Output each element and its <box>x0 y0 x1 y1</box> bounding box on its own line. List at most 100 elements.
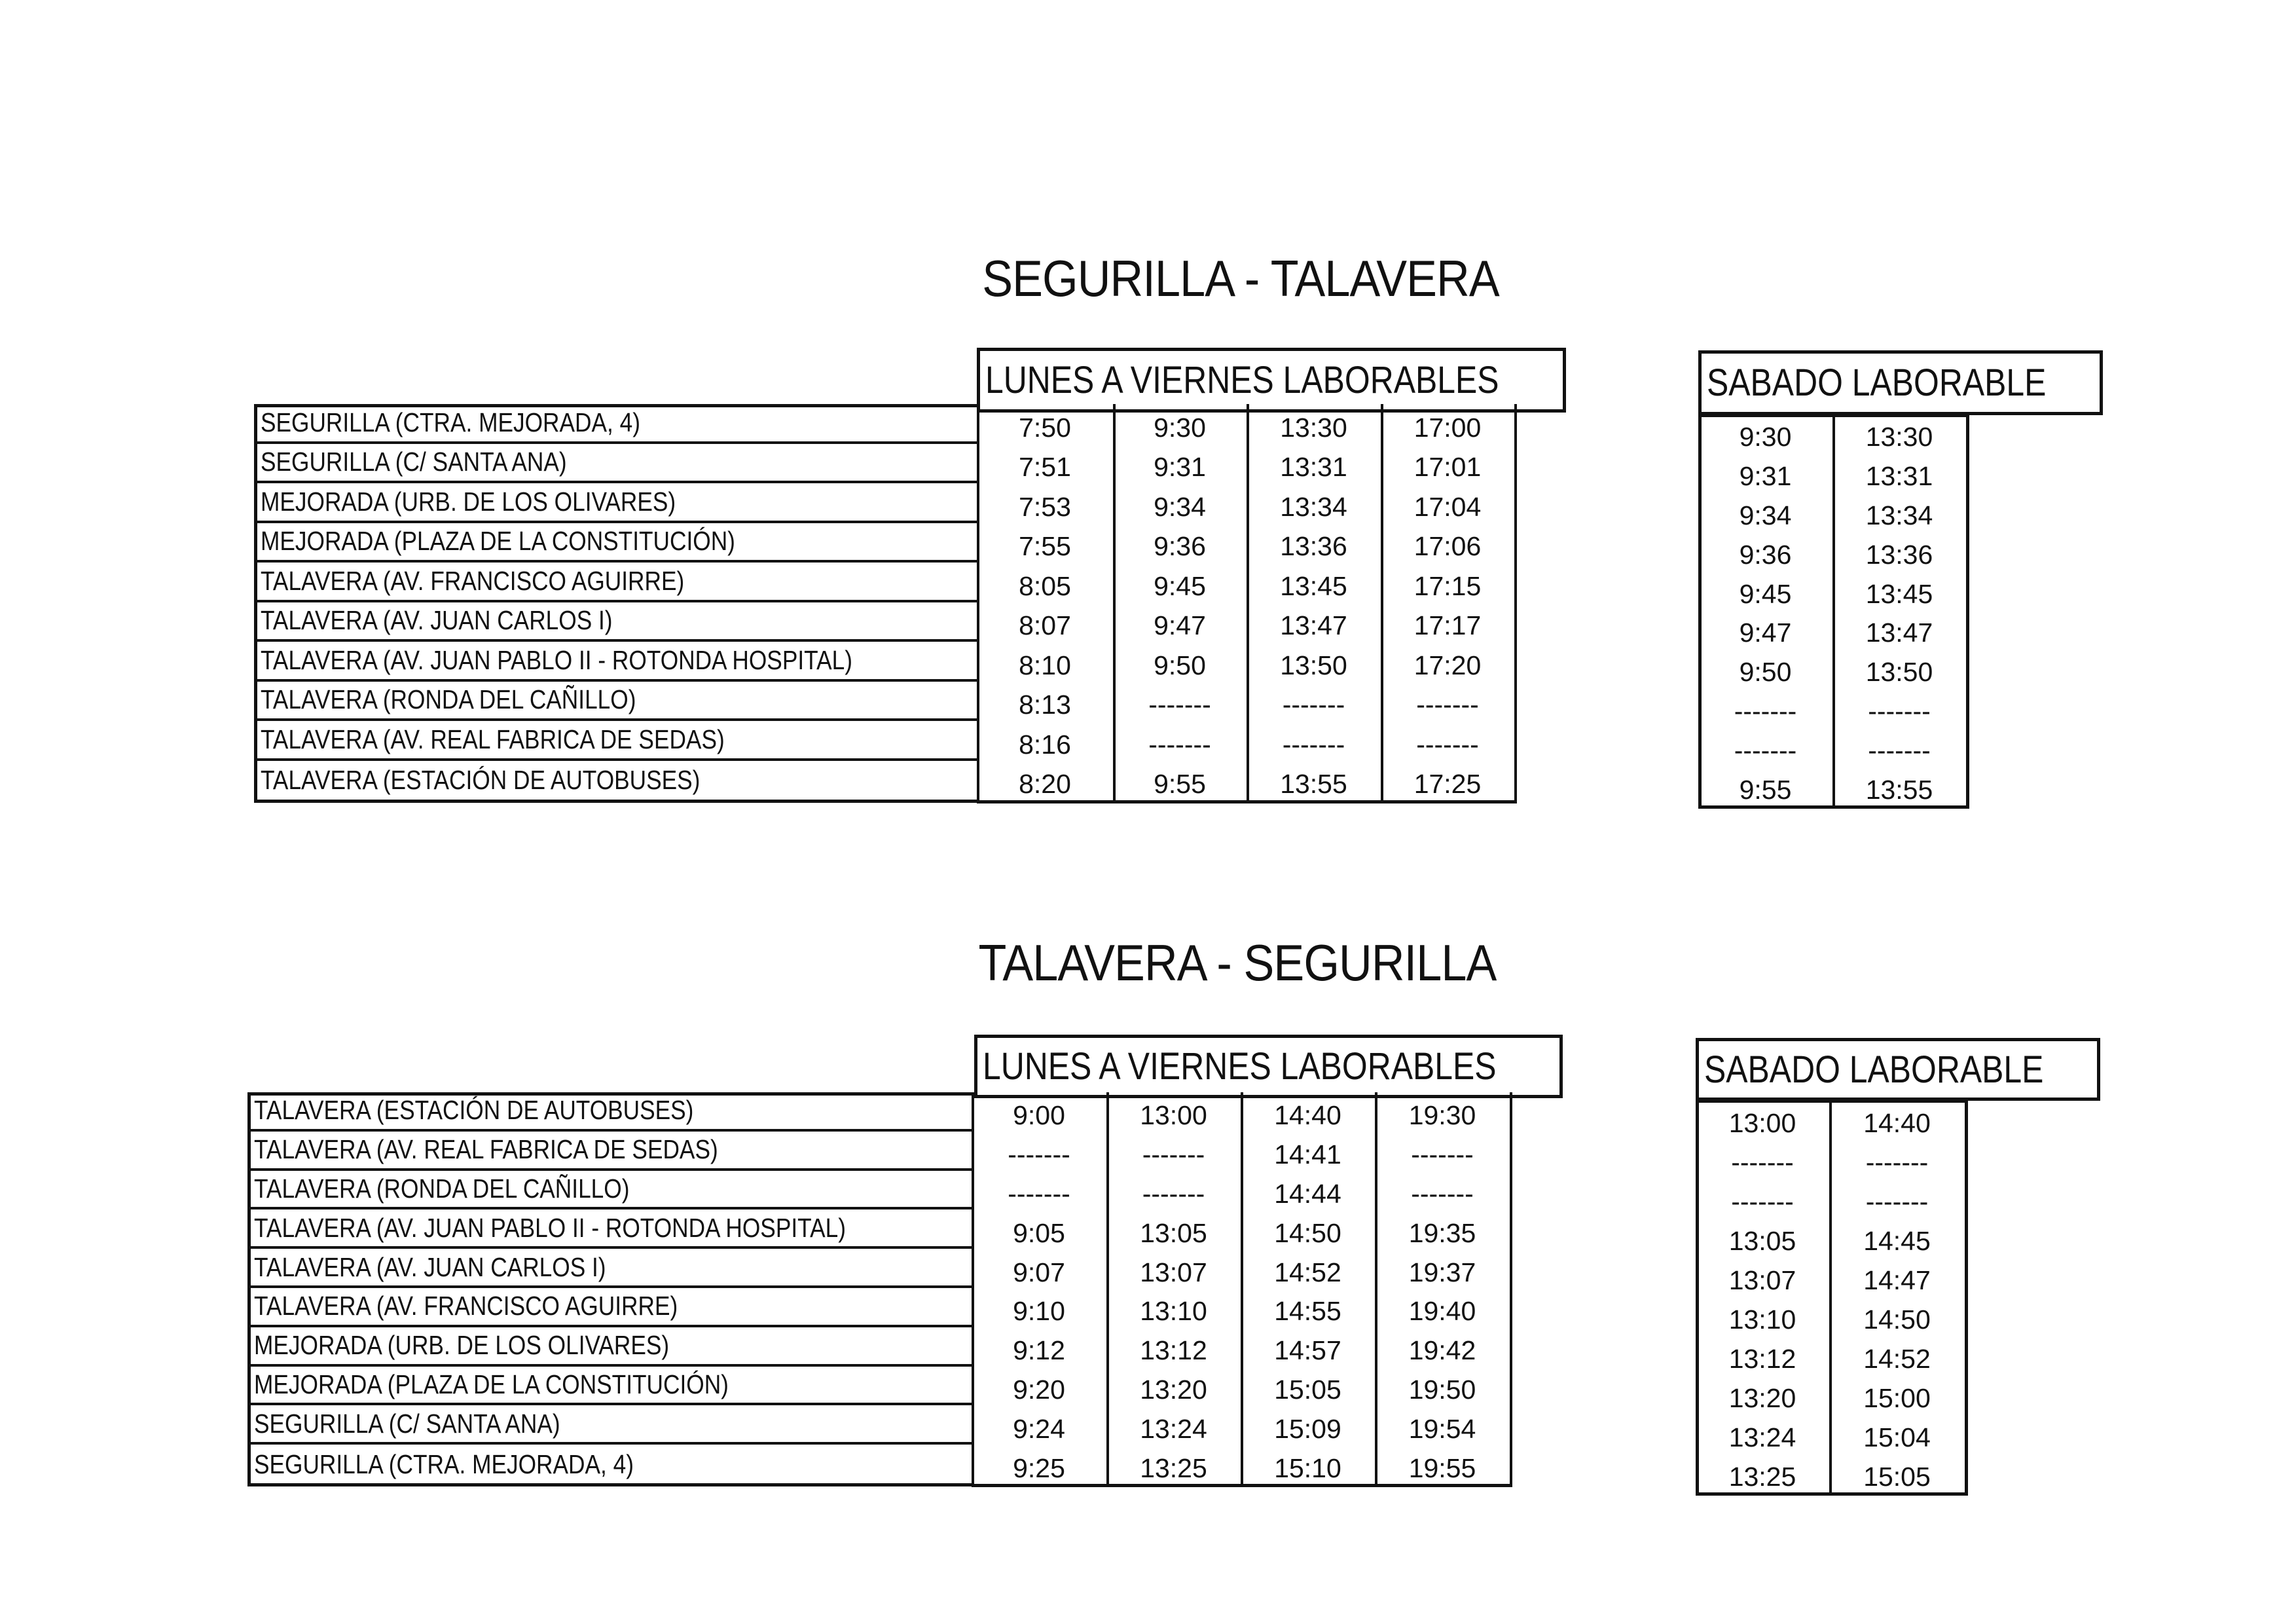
saturday-time: 9:50 <box>1698 653 1832 692</box>
saturday-time-text: 13:30 <box>1865 422 1933 452</box>
departure-time-text: 17:06 <box>1413 531 1482 562</box>
saturday-time: ------- <box>1698 731 1832 770</box>
departure-time-text: ------- <box>1142 1178 1205 1209</box>
departure-time: 13:55 <box>1247 765 1381 805</box>
departure-time-text: 9:05 <box>1013 1217 1065 1248</box>
stop-name: TALAVERA (ESTACIÓN DE AUTOBUSES) <box>250 1092 972 1132</box>
stop-name: TALAVERA (ESTACIÓN DE AUTOBUSES) <box>257 761 977 801</box>
departure-time-text: 8:16 <box>1019 729 1071 760</box>
departure-time-text: 13:36 <box>1280 531 1347 562</box>
departure-time: 9:25 <box>972 1449 1106 1488</box>
departure-time-text: 17:15 <box>1413 570 1482 601</box>
column-divider <box>1829 1099 1832 1492</box>
departure-time-text: 14:55 <box>1274 1296 1341 1327</box>
departure-time-text: 14:57 <box>1274 1335 1341 1366</box>
departure-time-text: 9:36 <box>1154 531 1206 562</box>
saturday-time-text: ------- <box>1865 1186 1929 1217</box>
saturday-time-text: ------- <box>1865 1147 1929 1177</box>
departure-time-text: 17:04 <box>1413 491 1482 522</box>
departure-time-text: ------- <box>1282 690 1345 720</box>
stop-name: TALAVERA (RONDA DEL CAÑILLO) <box>257 682 977 721</box>
saturday-time-text: 9:34 <box>1739 500 1792 530</box>
departure-time: ------- <box>1247 686 1381 726</box>
departure-time: ------- <box>972 1135 1106 1175</box>
saturday-time-text: 15:00 <box>1863 1382 1931 1413</box>
saturday-time: 13:30 <box>1832 418 1966 457</box>
saturday-time-text: ------- <box>1731 1147 1794 1177</box>
stop-name: TALAVERA (RONDA DEL CAÑILLO) <box>250 1171 972 1210</box>
column-divider <box>1832 414 1835 805</box>
departure-time-text: ------- <box>1411 1178 1474 1209</box>
departure-time: 9:55 <box>1113 765 1247 805</box>
departure-time: 14:57 <box>1241 1331 1375 1371</box>
departure-time: 7:50 <box>977 408 1113 448</box>
saturday-time-text: ------- <box>1734 695 1797 726</box>
saturday-time-text: ------- <box>1731 1186 1794 1217</box>
departure-time-text: 13:05 <box>1140 1217 1207 1248</box>
departure-time-text: 8:05 <box>1019 570 1071 601</box>
departure-time: 9:30 <box>1113 408 1247 448</box>
saturday-time-text: 9:36 <box>1739 539 1792 570</box>
departure-time: ------- <box>1106 1135 1241 1175</box>
departure-time: 19:35 <box>1375 1213 1510 1253</box>
departure-time: 9:45 <box>1113 566 1247 606</box>
departure-time: 19:54 <box>1375 1409 1510 1449</box>
departure-time-text: 13:20 <box>1140 1374 1207 1405</box>
departure-time-text: 9:24 <box>1013 1413 1065 1444</box>
departure-time-text: 9:10 <box>1013 1296 1065 1327</box>
departure-time-text: 13:10 <box>1140 1296 1207 1327</box>
departure-time: 9:24 <box>972 1409 1106 1449</box>
departure-time: 9:20 <box>972 1371 1106 1410</box>
weekday-header: LUNES A VIERNES LABORABLES <box>974 1035 1563 1098</box>
stop-name: TALAVERA (AV. JUAN PABLO II - ROTONDA HO… <box>257 642 977 682</box>
saturday-header-text: SABADO LABORABLE <box>1707 361 2047 404</box>
saturday-time: 13:24 <box>1696 1418 1829 1457</box>
saturday-time: 9:45 <box>1698 574 1832 614</box>
saturday-time: 9:30 <box>1698 418 1832 457</box>
column-divider <box>1241 1092 1243 1486</box>
saturday-time-text: 9:55 <box>1739 774 1792 805</box>
departure-time: 17:20 <box>1381 646 1514 686</box>
saturday-time: ------- <box>1832 692 1966 731</box>
section-title: TALAVERA - SEGURILLA <box>978 934 1497 991</box>
column-divider <box>1510 1092 1512 1486</box>
departure-time: 14:44 <box>1241 1175 1375 1214</box>
saturday-time: ------- <box>1696 1182 1829 1221</box>
departure-time: 17:04 <box>1381 487 1514 527</box>
departure-time: ------- <box>1375 1135 1510 1175</box>
saturday-time: 13:07 <box>1696 1261 1829 1300</box>
stop-name: TALAVERA (AV. JUAN CARLOS I) <box>257 602 977 642</box>
departure-time-text: 7:51 <box>1019 452 1071 483</box>
stop-name: TALAVERA (AV. REAL FABRICA DE SEDAS) <box>257 721 977 761</box>
saturday-time: ------- <box>1696 1143 1829 1182</box>
stop-name-text: SEGURILLA (C/ SANTA ANA) <box>254 1408 560 1439</box>
departure-time-text: 13:50 <box>1280 650 1347 680</box>
departure-time: 8:13 <box>977 686 1113 726</box>
departure-time-text: 9:55 <box>1154 769 1206 800</box>
departure-time: 9:10 <box>972 1292 1106 1331</box>
stop-name-text: TALAVERA (AV. JUAN PABLO II - ROTONDA HO… <box>261 644 852 675</box>
departure-time-text: 19:35 <box>1408 1217 1476 1248</box>
departure-time: 17:01 <box>1381 448 1514 488</box>
saturday-time-text: 9:45 <box>1739 578 1792 609</box>
saturday-time-text: 13:34 <box>1865 500 1933 530</box>
saturday-time-text: 13:10 <box>1728 1304 1796 1335</box>
departure-time-text: 13:47 <box>1280 610 1347 641</box>
departure-time-text: 14:41 <box>1274 1139 1341 1170</box>
saturday-time-text: 13:05 <box>1728 1225 1796 1256</box>
saturday-time: ------- <box>1829 1182 1965 1221</box>
saturday-time-text: 15:05 <box>1863 1461 1931 1492</box>
saturday-time-text: 13:50 <box>1865 657 1933 688</box>
column-divider <box>1247 404 1249 803</box>
departure-time-text: ------- <box>1008 1178 1070 1209</box>
departure-time: 9:31 <box>1113 448 1247 488</box>
departure-time-text: ------- <box>1411 1139 1474 1170</box>
saturday-header: SABADO LABORABLE <box>1696 1038 2100 1101</box>
saturday-time-text: 13:07 <box>1728 1264 1796 1295</box>
departure-time-text: 14:40 <box>1274 1100 1341 1131</box>
saturday-time: 13:34 <box>1832 496 1966 536</box>
departure-time: 7:51 <box>977 448 1113 488</box>
departure-time-text: ------- <box>1416 690 1479 720</box>
stop-name-text: MEJORADA (URB. DE LOS OLIVARES) <box>261 486 676 517</box>
departure-time: 8:07 <box>977 606 1113 646</box>
